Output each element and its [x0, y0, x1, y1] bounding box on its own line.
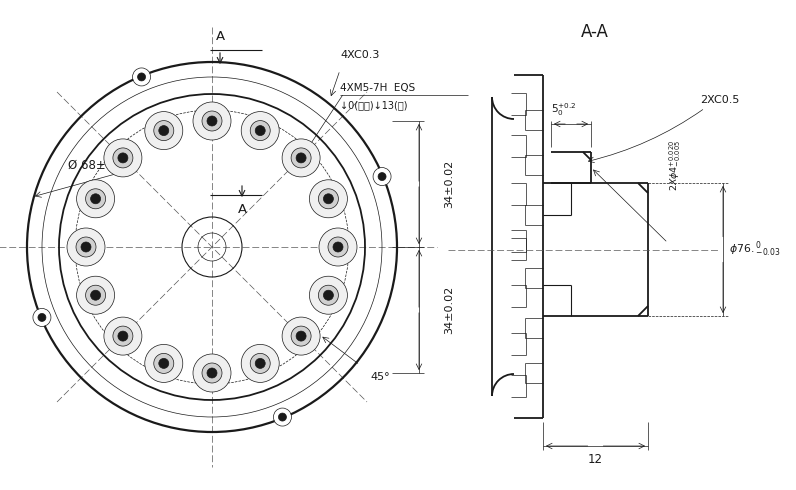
Circle shape — [76, 237, 96, 257]
Text: ↓0(螺絋)↓13(孔): ↓0(螺絋)↓13(孔) — [340, 100, 408, 110]
Circle shape — [256, 358, 265, 368]
Circle shape — [274, 408, 291, 426]
Circle shape — [282, 139, 320, 177]
Circle shape — [154, 353, 174, 373]
Circle shape — [323, 194, 334, 204]
Text: Ø 68±0.2: Ø 68±0.2 — [68, 158, 124, 172]
Circle shape — [282, 317, 320, 355]
Circle shape — [291, 148, 311, 168]
Circle shape — [373, 168, 391, 186]
Text: $2X\phi4^{+0.020}_{-0.005}$: $2X\phi4^{+0.020}_{-0.005}$ — [668, 140, 683, 191]
Circle shape — [241, 112, 279, 149]
Circle shape — [207, 368, 217, 378]
Circle shape — [76, 180, 115, 218]
Circle shape — [91, 194, 100, 204]
Circle shape — [113, 326, 133, 346]
Text: A: A — [237, 202, 247, 216]
Circle shape — [310, 276, 347, 314]
Circle shape — [154, 121, 174, 141]
Text: 2XC0.5: 2XC0.5 — [700, 95, 739, 105]
Circle shape — [323, 290, 334, 300]
Circle shape — [296, 331, 306, 341]
Circle shape — [296, 153, 306, 163]
Circle shape — [91, 290, 100, 300]
Text: 34±0.02: 34±0.02 — [444, 286, 454, 334]
Circle shape — [86, 285, 106, 305]
Circle shape — [113, 148, 133, 168]
Circle shape — [250, 121, 270, 141]
Circle shape — [138, 73, 146, 81]
Circle shape — [193, 354, 231, 392]
Text: 12: 12 — [588, 452, 603, 466]
Circle shape — [133, 68, 150, 86]
Circle shape — [118, 331, 128, 341]
Circle shape — [145, 112, 183, 149]
Circle shape — [76, 276, 115, 314]
Text: 34±0.02: 34±0.02 — [444, 160, 454, 208]
Circle shape — [145, 344, 183, 382]
Text: $\phi76.^{0}_{-0.03}$: $\phi76.^{0}_{-0.03}$ — [729, 240, 780, 259]
Circle shape — [86, 189, 106, 209]
Circle shape — [33, 308, 51, 326]
Circle shape — [207, 116, 217, 126]
Text: A: A — [216, 29, 224, 43]
Circle shape — [104, 139, 142, 177]
Circle shape — [319, 228, 357, 266]
Circle shape — [67, 228, 105, 266]
Circle shape — [241, 344, 279, 382]
Circle shape — [250, 353, 270, 373]
Circle shape — [318, 189, 338, 209]
Circle shape — [104, 317, 142, 355]
Circle shape — [291, 326, 311, 346]
Text: $5^{+0.2}_{0}$: $5^{+0.2}_{0}$ — [551, 101, 576, 119]
Circle shape — [118, 153, 128, 163]
Circle shape — [158, 358, 169, 368]
Circle shape — [328, 237, 348, 257]
Circle shape — [378, 172, 386, 180]
Circle shape — [279, 413, 287, 421]
Circle shape — [310, 180, 347, 218]
Circle shape — [202, 363, 222, 383]
Text: 4XC0.3: 4XC0.3 — [340, 50, 380, 60]
Circle shape — [193, 102, 231, 140]
Circle shape — [256, 125, 265, 136]
Circle shape — [202, 111, 222, 131]
Circle shape — [81, 242, 91, 252]
Circle shape — [158, 125, 169, 136]
Text: 4XM5-7H  EQS: 4XM5-7H EQS — [340, 83, 416, 93]
Text: 45°: 45° — [370, 372, 389, 382]
Text: A-A: A-A — [581, 23, 609, 41]
Circle shape — [333, 242, 343, 252]
Circle shape — [318, 285, 338, 305]
Circle shape — [38, 314, 46, 321]
